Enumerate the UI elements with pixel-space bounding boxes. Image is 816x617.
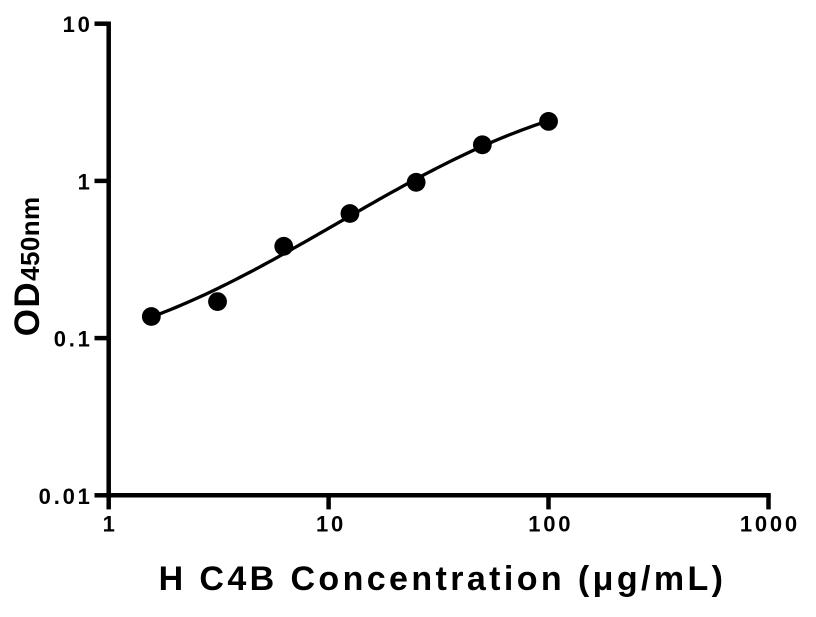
svg-text:1: 1 [103,511,118,536]
svg-text:10: 10 [316,511,346,536]
svg-text:0.1: 0.1 [54,327,93,352]
svg-text:OD450nm: OD450nm [8,196,47,336]
svg-text:0.01: 0.01 [39,484,93,509]
svg-text:H C4B Concentration (μg/mL): H C4B Concentration (μg/mL) [159,560,727,598]
svg-text:100: 100 [528,511,573,536]
svg-text:1000: 1000 [740,511,800,536]
svg-text:10: 10 [63,12,93,37]
svg-text:1: 1 [78,169,93,194]
